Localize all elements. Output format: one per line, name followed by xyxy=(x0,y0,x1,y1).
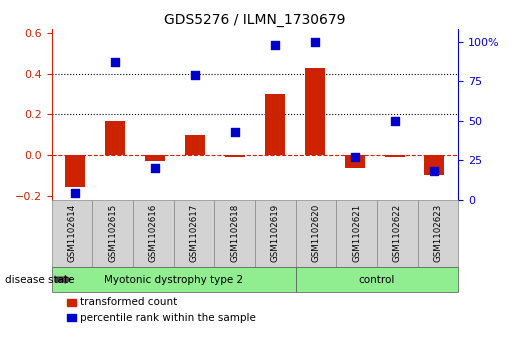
Point xyxy=(231,129,239,135)
Title: GDS5276 / ILMN_1730679: GDS5276 / ILMN_1730679 xyxy=(164,13,346,26)
Bar xyxy=(424,155,444,175)
Point xyxy=(431,168,439,174)
Point xyxy=(151,165,159,171)
Text: GSM1102623: GSM1102623 xyxy=(434,204,442,262)
Text: control: control xyxy=(359,274,395,285)
Text: GSM1102622: GSM1102622 xyxy=(393,204,402,262)
Text: GSM1102615: GSM1102615 xyxy=(108,204,117,262)
Text: percentile rank within the sample: percentile rank within the sample xyxy=(80,313,256,323)
Bar xyxy=(305,68,325,155)
Bar xyxy=(385,155,404,157)
Text: GSM1102616: GSM1102616 xyxy=(149,204,158,262)
Text: disease state: disease state xyxy=(5,274,75,285)
Text: Myotonic dystrophy type 2: Myotonic dystrophy type 2 xyxy=(104,274,243,285)
Bar xyxy=(65,155,85,187)
Point xyxy=(111,59,119,65)
Point xyxy=(311,39,319,45)
Bar xyxy=(145,155,165,161)
Bar xyxy=(265,94,285,155)
Point xyxy=(271,42,279,48)
Point xyxy=(71,191,79,196)
Text: GSM1102620: GSM1102620 xyxy=(312,204,320,262)
Text: GSM1102618: GSM1102618 xyxy=(230,204,239,262)
Bar xyxy=(106,122,125,155)
Text: GSM1102614: GSM1102614 xyxy=(67,204,76,262)
Bar xyxy=(345,155,365,168)
Point xyxy=(390,118,399,123)
Text: transformed count: transformed count xyxy=(80,297,178,307)
Bar xyxy=(185,135,205,155)
Text: GSM1102617: GSM1102617 xyxy=(190,204,198,262)
Text: GSM1102621: GSM1102621 xyxy=(352,204,361,262)
Bar xyxy=(225,155,245,157)
Point xyxy=(191,72,199,78)
Text: GSM1102619: GSM1102619 xyxy=(271,204,280,262)
Point xyxy=(351,154,359,160)
